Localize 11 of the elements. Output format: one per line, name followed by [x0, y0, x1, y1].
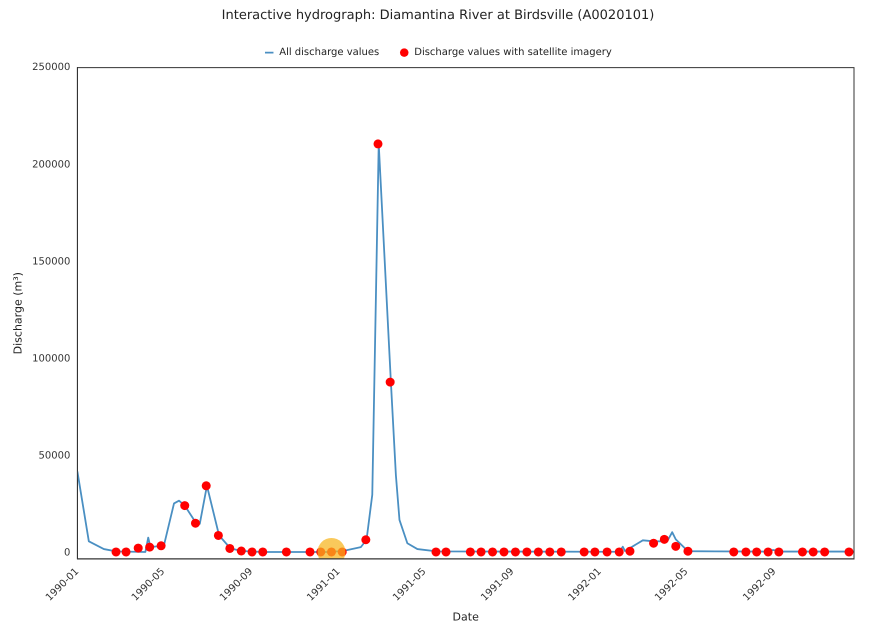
- legend-label: Discharge values with satellite imagery: [414, 47, 612, 58]
- y-tick-label: 100000: [32, 353, 70, 364]
- x-axis-title: Date: [452, 610, 480, 624]
- y-axis-title: Discharge (m³): [11, 272, 24, 354]
- legend-label: All discharge values: [279, 47, 380, 58]
- y-tick-label: 0: [64, 548, 70, 559]
- y-tick-label: 50000: [38, 450, 70, 462]
- y-tick-label: 150000: [32, 256, 70, 268]
- chart-title: Interactive hydrograph: Diamantina River at Birdsville (A0020101): [222, 8, 654, 24]
- y-tick-label: 250000: [32, 62, 70, 74]
- y-tick-label: 200000: [32, 159, 70, 170]
